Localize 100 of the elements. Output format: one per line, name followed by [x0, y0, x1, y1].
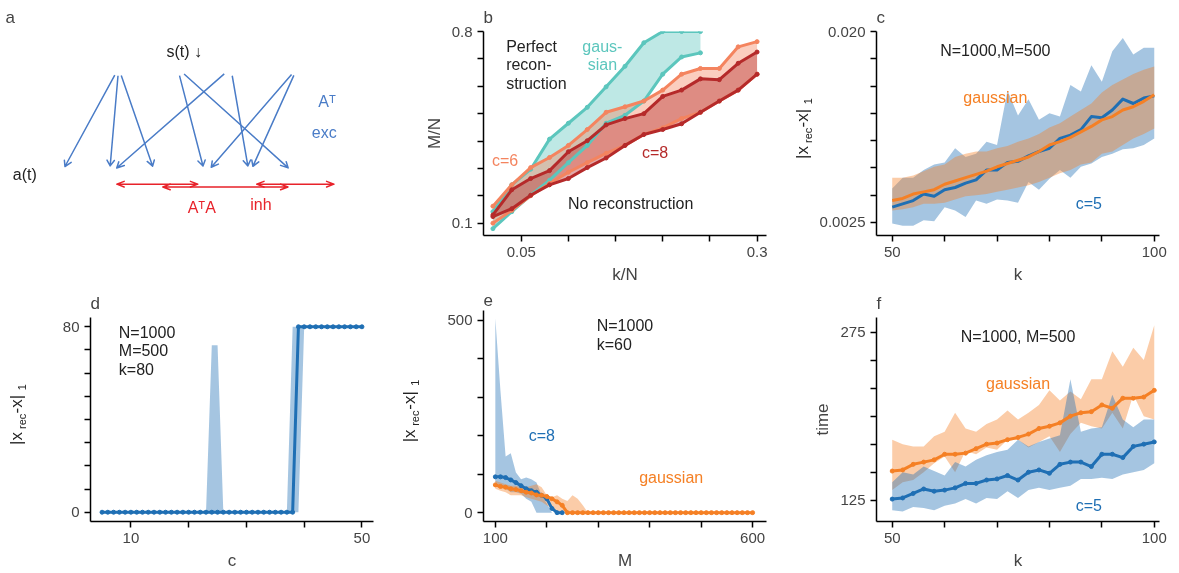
point — [549, 505, 555, 511]
point — [963, 480, 969, 486]
point — [636, 510, 642, 516]
point — [1057, 420, 1063, 426]
point — [900, 495, 906, 501]
point — [565, 176, 571, 182]
point — [679, 87, 685, 93]
x-axis-title: k — [1013, 264, 1023, 284]
series-label: gaussian — [639, 468, 704, 486]
x-tick-label: 100 — [1141, 242, 1167, 260]
point — [490, 220, 496, 226]
point — [708, 510, 714, 516]
point — [1046, 423, 1052, 429]
point — [622, 63, 628, 69]
y-tick-label: 0 — [71, 503, 80, 521]
point — [660, 93, 666, 99]
point — [565, 149, 571, 155]
point — [1005, 437, 1011, 443]
point — [565, 169, 571, 175]
point — [1015, 477, 1021, 483]
annotation: N=1000,M=500 — [940, 41, 1051, 59]
point — [647, 510, 653, 516]
point — [942, 487, 948, 493]
point — [518, 483, 524, 489]
point — [565, 142, 571, 148]
point — [698, 510, 704, 516]
point — [942, 451, 948, 457]
text: a — [5, 7, 16, 27]
point — [603, 150, 609, 156]
point — [584, 138, 590, 144]
text: s(t) ↓ — [166, 42, 203, 60]
point — [716, 77, 722, 83]
point — [697, 65, 703, 71]
point — [565, 160, 571, 166]
point — [679, 121, 685, 127]
point — [657, 510, 663, 516]
point — [973, 446, 979, 452]
point — [584, 165, 590, 171]
point — [575, 510, 581, 516]
point — [1067, 413, 1073, 419]
series-label: c=8 — [641, 143, 669, 161]
point — [973, 480, 979, 486]
point — [603, 155, 609, 161]
point — [570, 510, 576, 516]
point — [910, 490, 916, 496]
point — [492, 482, 498, 488]
x-tick-label: 0.05 — [506, 242, 536, 260]
x-tick-label: 0.3 — [746, 242, 768, 260]
point — [1088, 409, 1094, 415]
text: c=5 — [1075, 194, 1102, 212]
point — [662, 510, 668, 516]
point — [528, 176, 534, 182]
point — [497, 483, 503, 489]
point — [1057, 461, 1063, 467]
point — [641, 111, 647, 117]
text: c=8 — [528, 426, 556, 444]
point — [606, 510, 612, 516]
point — [754, 49, 760, 55]
y-axis-title: |xrec-x|1 — [793, 98, 814, 159]
point — [547, 168, 553, 174]
point — [497, 474, 503, 480]
point — [739, 510, 745, 516]
point — [729, 510, 735, 516]
point — [750, 510, 756, 516]
annotation: N=1000 M=500 k=80 — [118, 323, 176, 379]
point — [660, 87, 666, 93]
x-axis-title: k/N — [612, 264, 638, 284]
point — [513, 480, 519, 486]
point — [952, 485, 958, 491]
point — [697, 50, 703, 56]
point — [683, 510, 689, 516]
x-axis-title: c — [227, 550, 237, 570]
point — [554, 499, 560, 505]
x-tick-label: 100 — [1141, 528, 1167, 546]
point — [994, 440, 1000, 446]
point — [719, 510, 725, 516]
point — [667, 510, 673, 516]
point — [1078, 459, 1084, 465]
y-tick-label: 0.8 — [451, 22, 473, 40]
point — [678, 510, 684, 516]
point — [889, 496, 895, 502]
point — [735, 44, 741, 50]
annotation: No reconstruction — [567, 194, 694, 212]
point — [1109, 405, 1115, 411]
chart-title: d — [90, 293, 100, 313]
y-tick-label: 125 — [840, 491, 866, 509]
point — [952, 451, 958, 457]
point — [1120, 395, 1126, 401]
point — [1130, 395, 1136, 401]
point — [744, 510, 750, 516]
chart-title: c — [876, 7, 886, 27]
point — [931, 488, 937, 494]
point — [509, 187, 515, 193]
point — [693, 510, 699, 516]
point — [900, 467, 906, 473]
point — [688, 510, 694, 516]
y-tick-label: 0 — [464, 503, 473, 521]
text: gaussian — [963, 88, 1028, 106]
annotation: N=1000, M=500 — [960, 327, 1076, 345]
point — [554, 510, 560, 516]
